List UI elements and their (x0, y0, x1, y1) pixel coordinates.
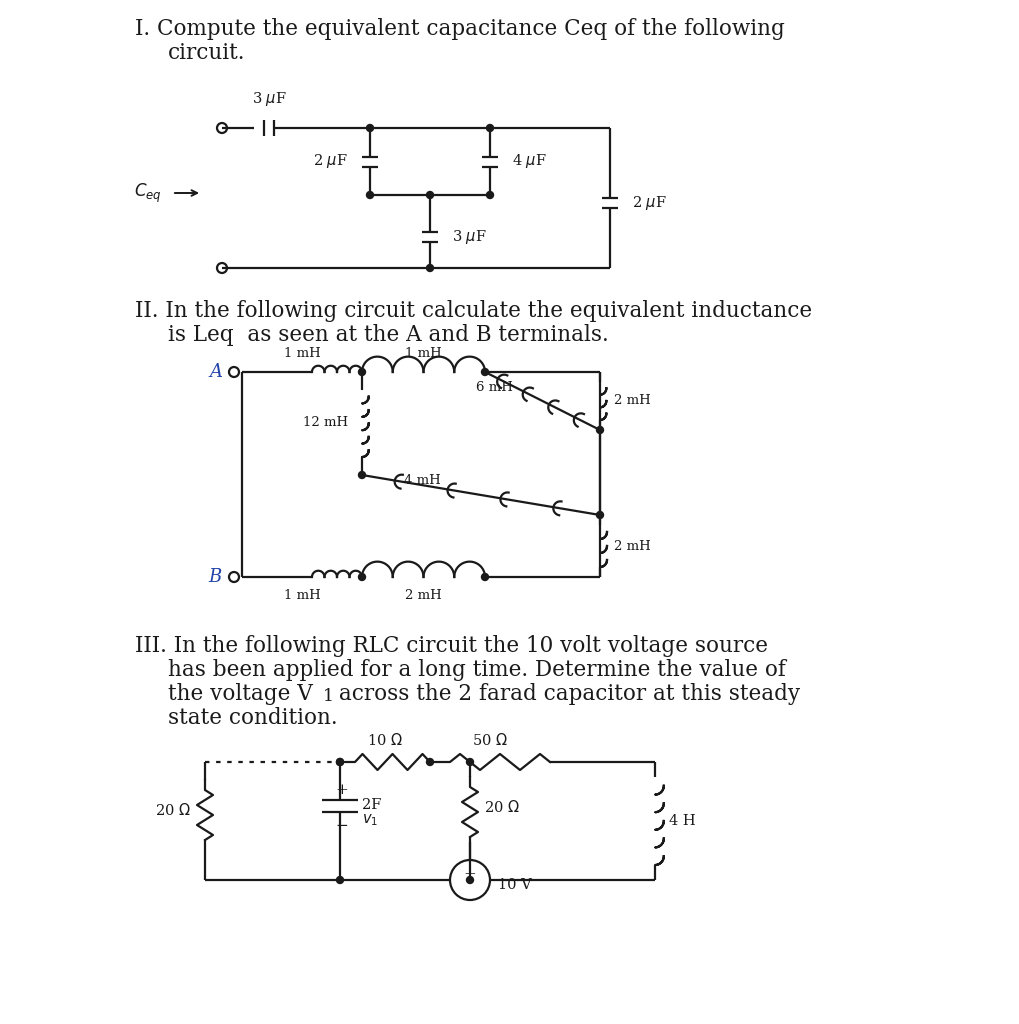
Text: 1 mH: 1 mH (283, 589, 320, 602)
Text: 20 $\Omega$: 20 $\Omega$ (484, 799, 520, 815)
Text: 2 mH: 2 mH (405, 589, 441, 602)
Text: 10 V: 10 V (498, 878, 532, 892)
Text: II. In the following circuit calculate the equivalent inductance: II. In the following circuit calculate t… (135, 300, 812, 322)
Circle shape (336, 759, 343, 766)
Circle shape (359, 471, 366, 478)
Text: 20 $\Omega$: 20 $\Omega$ (155, 802, 191, 818)
Text: 4 H: 4 H (669, 814, 696, 828)
Text: +: + (464, 867, 476, 881)
Text: 1 mH: 1 mH (283, 347, 320, 360)
Text: is Leq  as seen at the A and B terminals.: is Leq as seen at the A and B terminals. (168, 324, 608, 346)
Circle shape (336, 877, 343, 884)
Circle shape (596, 512, 603, 518)
Text: 4 $\mu$F: 4 $\mu$F (512, 153, 547, 171)
Text: 4 mH: 4 mH (404, 474, 440, 487)
Circle shape (336, 759, 343, 766)
Text: 50 $\Omega$: 50 $\Omega$ (472, 732, 507, 748)
Text: 2 mH: 2 mH (614, 540, 651, 553)
Text: state condition.: state condition. (168, 707, 337, 729)
Circle shape (467, 877, 474, 884)
Text: 2 $\mu$F: 2 $\mu$F (632, 194, 666, 212)
Text: has been applied for a long time. Determine the value of: has been applied for a long time. Determ… (168, 659, 786, 681)
Circle shape (467, 759, 474, 766)
Text: circuit.: circuit. (168, 42, 246, 63)
Text: $v_1$: $v_1$ (362, 812, 378, 827)
Text: 10 $\Omega$: 10 $\Omega$ (367, 732, 403, 748)
Circle shape (596, 427, 603, 433)
Text: 3 $\mu$F: 3 $\mu$F (452, 227, 487, 246)
Text: 2 mH: 2 mH (614, 394, 651, 408)
Text: III. In the following RLC circuit the 10 volt voltage source: III. In the following RLC circuit the 10… (135, 635, 768, 657)
Text: across the 2 farad capacitor at this steady: across the 2 farad capacitor at this ste… (332, 683, 800, 705)
Text: the voltage V: the voltage V (168, 683, 313, 705)
Circle shape (482, 369, 488, 376)
Text: 2 $\mu$F: 2 $\mu$F (313, 153, 348, 171)
Text: 2F: 2F (362, 798, 381, 812)
Circle shape (367, 191, 374, 199)
Circle shape (367, 125, 374, 131)
Text: +: + (335, 783, 347, 797)
Circle shape (482, 573, 488, 581)
Text: 1: 1 (323, 688, 334, 705)
Text: B: B (209, 568, 222, 586)
Circle shape (427, 264, 433, 271)
Text: 3 $\mu$F: 3 $\mu$F (252, 90, 286, 108)
Circle shape (486, 125, 493, 131)
Circle shape (359, 369, 366, 376)
Circle shape (486, 191, 493, 199)
Text: I. Compute the equivalent capacitance Ceq of the following: I. Compute the equivalent capacitance Ce… (135, 18, 785, 40)
Circle shape (359, 573, 366, 581)
Text: A: A (209, 362, 222, 381)
Text: $C_{eq}$: $C_{eq}$ (135, 181, 162, 205)
Text: 12 mH: 12 mH (303, 417, 348, 429)
Text: −: − (335, 819, 347, 833)
Text: 6 mH: 6 mH (476, 381, 514, 394)
Circle shape (427, 759, 433, 766)
Circle shape (427, 191, 433, 199)
Text: 1 mH: 1 mH (405, 347, 441, 360)
